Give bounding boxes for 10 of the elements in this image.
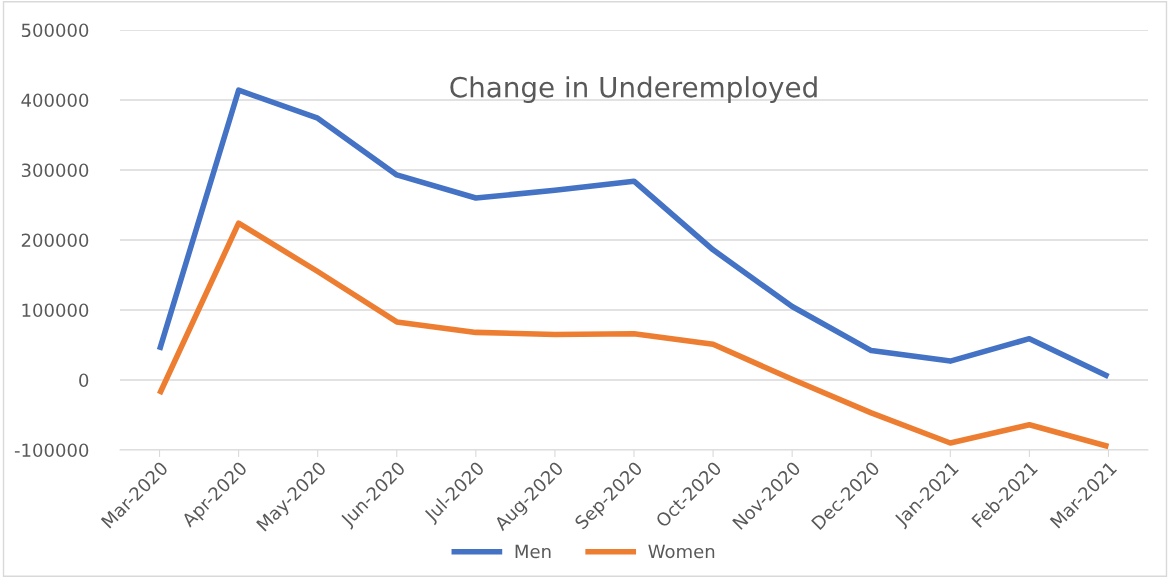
y-tick-label: 400000 — [21, 93, 89, 108]
legend-label: Women — [648, 544, 715, 559]
legend-label: Men — [515, 544, 551, 559]
y-tick-label: 100000 — [22, 303, 89, 318]
y-tick-label: 200000 — [21, 233, 89, 248]
y-tick-label: 500000 — [21, 23, 89, 38]
text: Change in Underemployed — [450, 76, 817, 104]
y-tick-label: 0 — [79, 373, 89, 388]
y-tick-label: -100000 — [14, 443, 89, 458]
y-tick-label: 300000 — [21, 163, 89, 178]
